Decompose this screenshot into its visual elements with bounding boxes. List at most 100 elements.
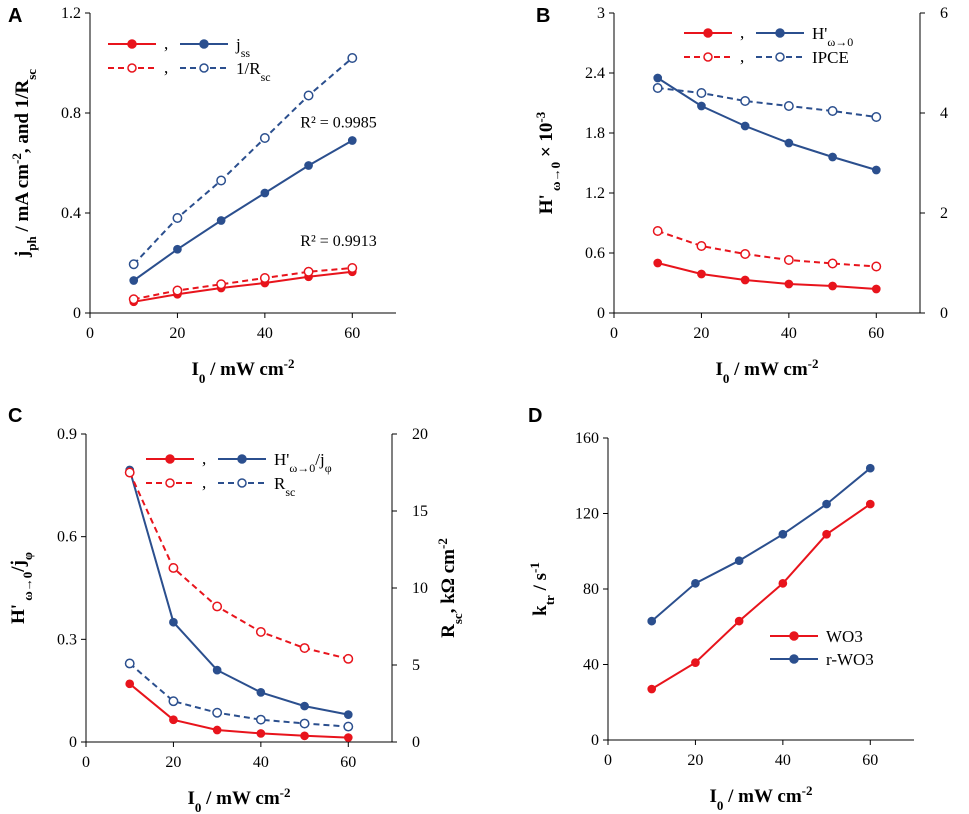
legend: WO3 r-WO3 bbox=[770, 627, 874, 669]
series-line bbox=[133, 267, 353, 301]
data-point bbox=[173, 244, 182, 254]
series-1-rsc-wo3 bbox=[128, 263, 358, 305]
panel-a: A 0 20 40 60 0 0.4 0.8 1.2 I0 / mW cm-2 jph / mA c… bbox=[8, 5, 396, 386]
y-axis-title: H' ω→0 × 10-3 bbox=[533, 111, 563, 214]
data-point bbox=[828, 152, 837, 162]
y-tick-label: 1.2 bbox=[585, 185, 605, 202]
x-tick-label: 0 bbox=[82, 754, 90, 771]
data-point bbox=[168, 696, 179, 707]
series-line bbox=[657, 87, 877, 118]
x-tick-label: 40 bbox=[781, 325, 797, 342]
y-tick-label: 1.2 bbox=[61, 5, 81, 22]
data-point bbox=[827, 258, 838, 269]
y-tick-label: 0.9 bbox=[57, 426, 77, 443]
legend-marker bbox=[199, 39, 209, 49]
data-point bbox=[653, 73, 663, 83]
series-rsc-wo3 bbox=[124, 467, 354, 664]
y-axis-title: H' ω→0/jφ bbox=[8, 552, 35, 624]
x-tick-label: 0 bbox=[610, 325, 618, 342]
data-point bbox=[865, 463, 875, 473]
data-point bbox=[299, 718, 310, 729]
x-tick-label: 20 bbox=[693, 325, 709, 342]
legend-marker bbox=[703, 52, 713, 62]
legend-label: Rsc bbox=[274, 474, 295, 499]
data-point bbox=[124, 658, 135, 669]
data-point bbox=[652, 226, 663, 236]
y-tick-label: 0.6 bbox=[57, 529, 77, 546]
legend-separator: , bbox=[740, 23, 744, 42]
data-point bbox=[125, 679, 135, 689]
data-point bbox=[303, 90, 314, 101]
data-point bbox=[740, 96, 751, 106]
y-tick-label: 3 bbox=[597, 5, 605, 22]
x-tick-label: 40 bbox=[253, 754, 269, 771]
x-axis-title: I0 / mW cm-2 bbox=[191, 356, 294, 386]
x-tick-label: 40 bbox=[257, 325, 273, 342]
legend: , H'ω→0/jφ, Rsc bbox=[146, 449, 332, 499]
data-point bbox=[124, 467, 135, 478]
legend-marker bbox=[199, 63, 209, 73]
data-point bbox=[691, 578, 700, 588]
legend-marker bbox=[775, 52, 785, 62]
legend-separator: , bbox=[164, 58, 168, 77]
x-axis-title: I0 / mW cm-2 bbox=[709, 783, 812, 813]
y-tick-label: 80 bbox=[583, 581, 599, 598]
legend-label: r-WO3 bbox=[826, 650, 874, 669]
legend-marker bbox=[775, 28, 785, 38]
y-tick-label: 0.6 bbox=[585, 245, 605, 262]
legend-marker bbox=[127, 39, 137, 49]
x-tick-label: 60 bbox=[344, 325, 360, 342]
series-line bbox=[128, 472, 349, 660]
legend-label: jss bbox=[235, 35, 250, 60]
data-point bbox=[216, 216, 226, 225]
x-tick-label: 0 bbox=[86, 325, 94, 342]
data-point bbox=[783, 101, 794, 111]
legend-marker bbox=[127, 63, 137, 73]
y2-tick-label: 4 bbox=[940, 105, 948, 122]
y-tick-label: 160 bbox=[575, 430, 599, 447]
data-point bbox=[827, 106, 838, 116]
panel-c: C 0 20 40 60 0 0.3 0.6 0.9 0 5 10 15 20 I0 / mW cm-2 H'… bbox=[8, 405, 465, 814]
data-point bbox=[652, 83, 663, 93]
series-line bbox=[657, 230, 877, 268]
data-point bbox=[128, 259, 139, 270]
x-tick-label: 20 bbox=[169, 325, 185, 342]
data-point bbox=[734, 556, 744, 566]
y2-tick-label: 2 bbox=[940, 205, 948, 222]
data-point bbox=[740, 275, 750, 285]
y-tick-label: 0 bbox=[591, 732, 599, 749]
data-point bbox=[871, 165, 881, 175]
legend-marker bbox=[165, 454, 175, 464]
data-point bbox=[212, 601, 223, 612]
legend-marker bbox=[789, 631, 799, 641]
data-point bbox=[172, 213, 183, 223]
data-point bbox=[347, 136, 357, 145]
y2-tick-label: 6 bbox=[940, 5, 948, 22]
legend: , jss, 1/Rsc bbox=[108, 34, 271, 84]
legend-marker bbox=[165, 478, 175, 488]
y-tick-label: 40 bbox=[583, 657, 599, 674]
legend-marker bbox=[703, 28, 713, 38]
legend-separator: , bbox=[202, 449, 206, 468]
y2-tick-label: 0 bbox=[940, 305, 948, 322]
series-h-r-wo3 bbox=[653, 73, 881, 175]
x-tick-label: 60 bbox=[862, 752, 878, 769]
panel-d: D 0 20 40 60 0 40 80 120 160 I0 / mW cm-2 ktr / s-1… bbox=[527, 405, 914, 813]
y-tick-label: 0 bbox=[597, 305, 605, 322]
data-point bbox=[347, 53, 358, 63]
data-point bbox=[260, 188, 270, 198]
y-tick-label: 0 bbox=[73, 305, 81, 322]
data-point bbox=[343, 653, 354, 664]
r-squared-annotation: R² = 0.9913 bbox=[300, 233, 377, 250]
x-tick-label: 0 bbox=[604, 752, 612, 769]
data-point bbox=[216, 175, 227, 186]
legend-marker bbox=[789, 654, 799, 664]
series-h-j-r-wo3 bbox=[125, 465, 353, 719]
data-point bbox=[256, 688, 266, 697]
y-tick-label: 120 bbox=[575, 506, 599, 523]
legend-separator: , bbox=[202, 473, 206, 492]
y-tick-label: 0.8 bbox=[61, 105, 81, 122]
y-axis-title: ktr / s-1 bbox=[527, 562, 557, 616]
series-jss-r-wo3 bbox=[129, 136, 357, 285]
data-point bbox=[129, 276, 139, 285]
